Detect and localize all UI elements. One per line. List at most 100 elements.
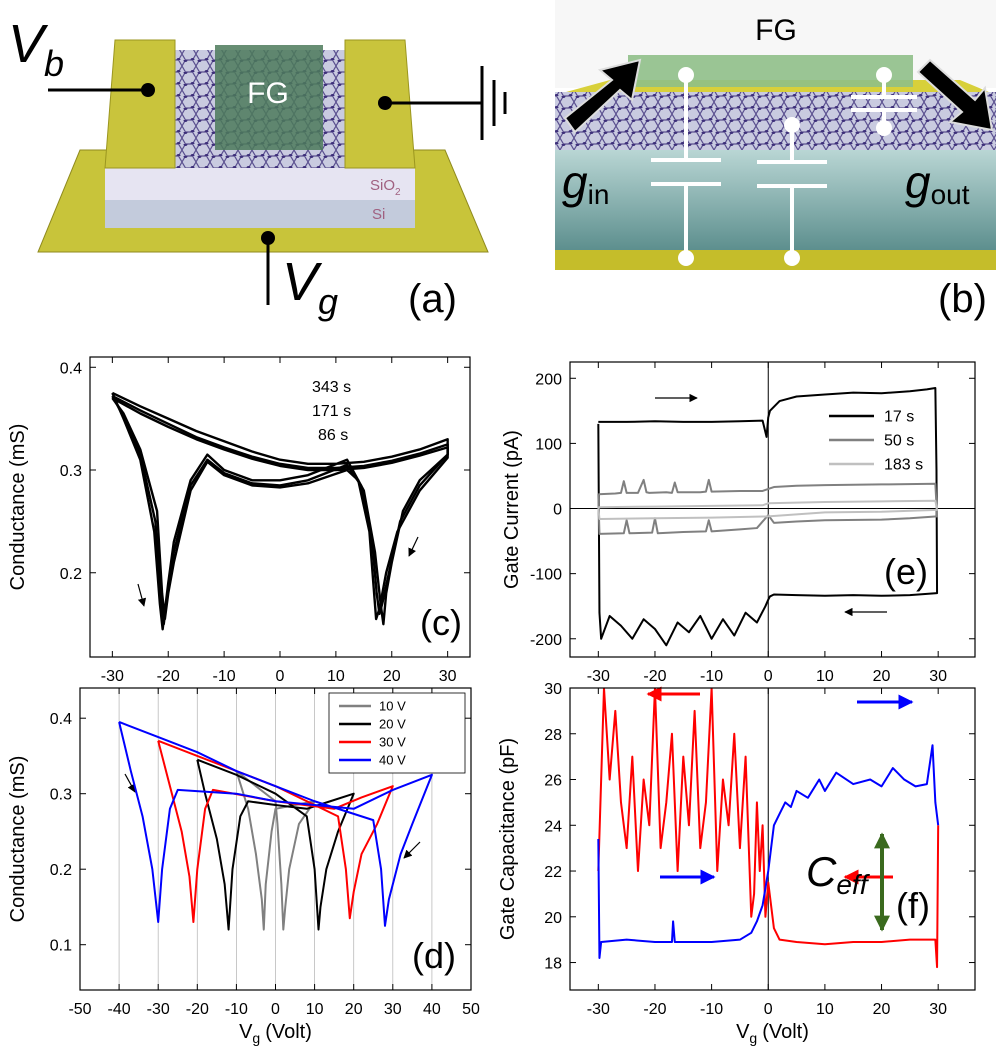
bias-label: Vb: [8, 14, 64, 84]
y-tick-label: 0.2: [60, 566, 82, 583]
y-tick-label: 0.1: [50, 938, 72, 955]
x-tick-label: 10: [816, 668, 834, 685]
x-tick-label: -50: [68, 1001, 91, 1018]
series-line: [111, 397, 449, 621]
oxide-text: SiO: [370, 177, 395, 194]
x-tick-label: 30: [439, 668, 457, 685]
annotation: 171 s: [312, 403, 351, 420]
x-tick-label: 0: [764, 668, 773, 685]
capacitor-schematic: FG gin gout (b): [555, 0, 996, 321]
x-axis-title-sub: g: [252, 1030, 260, 1046]
x-tick-label: -10: [213, 668, 236, 685]
y-tick-label: 26: [544, 773, 562, 790]
color-arrows: [646, 686, 914, 932]
chart: -30 -20 -10 0 10 20 30 0.2 0.3 0.4 Conductance (mS…: [7, 356, 471, 685]
out-arrow: [916, 58, 994, 132]
oxide-layer: [105, 168, 415, 200]
legend-label: 20 V: [379, 717, 406, 732]
series-line: [118, 721, 433, 927]
y-tick-label: 0.3: [50, 787, 72, 804]
y-axis-title: Gate Capacitance (pF): [497, 738, 519, 940]
annotation: 343 s: [312, 379, 351, 396]
series-line: [597, 387, 939, 647]
plot-frame: [569, 361, 976, 658]
g-in-sub: in: [588, 179, 610, 210]
x-axis-title-text: V: [239, 1021, 253, 1043]
oxide-sub: 2: [395, 187, 401, 198]
x-axis-title: Vg (Volt): [239, 1021, 312, 1046]
y-tick-label: 30: [544, 681, 562, 698]
series-line: [597, 744, 940, 959]
floating-gate: [628, 55, 913, 87]
gate-text: V: [282, 252, 323, 312]
x-tick-label: -30: [587, 1001, 610, 1018]
legend-label: 17 s: [884, 409, 914, 426]
legend-label: 40 V: [379, 753, 406, 768]
x-axis-title-sub: g: [749, 1030, 757, 1046]
x-tick-label: 10: [816, 1001, 834, 1018]
x-tick-label: 30: [384, 1001, 402, 1018]
x-tick-label: 50: [462, 1001, 480, 1018]
x-tick-label: 20: [873, 1001, 891, 1018]
series-line: [597, 499, 939, 520]
sweep-arrows: [124, 393, 887, 859]
y-axis-title: Conductance (mS): [7, 756, 29, 923]
x-axis-title-unit: (Volt): [762, 1021, 809, 1043]
x-tick-label: -30: [147, 1001, 170, 1018]
in-arrow: [563, 58, 642, 134]
panel-label: (e): [884, 551, 928, 592]
g-out-sub: out: [931, 179, 970, 210]
g-out-text: g: [905, 156, 931, 208]
contact-dot: [141, 83, 155, 97]
plot-frame: [569, 687, 976, 991]
x-tick-label: -40: [108, 1001, 131, 1018]
plot-frame: [79, 687, 472, 991]
x-tick-label: 20: [345, 1001, 363, 1018]
g-in-text: g: [562, 156, 588, 208]
y-axis-title: Conductance (mS): [7, 424, 29, 591]
y-tick-label: 0.4: [60, 360, 82, 377]
annotation: 86 s: [318, 427, 348, 444]
x-tick-label: -20: [643, 1001, 666, 1018]
x-tick-label: 30: [929, 668, 947, 685]
panel-label: (b): [938, 277, 987, 321]
y-tick-label: 0.4: [50, 711, 72, 728]
x-tick-label: 0: [764, 1001, 773, 1018]
x-tick-label: 0: [276, 668, 285, 685]
y-tick-label: 24: [544, 818, 562, 835]
x-tick-label: -30: [587, 668, 610, 685]
x-tick-label: -20: [157, 668, 180, 685]
gate-label: Vg: [282, 252, 338, 322]
x-tick-label: 30: [929, 1001, 947, 1018]
x-tick-label: -10: [700, 668, 723, 685]
g-out-label: gout: [905, 156, 970, 210]
x-tick-label: 0: [271, 1001, 280, 1018]
panel-label: (c): [420, 602, 462, 643]
x-tick-label: -10: [700, 1001, 723, 1018]
gate-sub: g: [318, 281, 338, 322]
graphene: [555, 92, 996, 150]
series-line: [597, 688, 940, 969]
y-tick-label: -100: [530, 567, 562, 584]
ceff-text: C: [806, 848, 837, 895]
ceff-sub: eff: [836, 869, 870, 900]
series-line: [157, 739, 394, 924]
g-in-label: gin: [562, 156, 609, 210]
x-tick-label: -30: [101, 668, 124, 685]
y-tick-label: 100: [535, 436, 562, 453]
y-tick-label: 20: [544, 910, 562, 927]
oxide: [555, 150, 996, 250]
x-tick-label: 10: [327, 668, 345, 685]
oxide-label: SiO2: [370, 177, 401, 198]
x-tick-label: -10: [225, 1001, 248, 1018]
x-axis-title-text: V: [736, 1021, 750, 1043]
x-tick-label: 10: [306, 1001, 324, 1018]
x-axis-title: Vg (Volt): [736, 1021, 809, 1046]
panel-label: (a): [408, 277, 457, 321]
x-tick-label: 20: [873, 668, 891, 685]
panel-label: (f): [896, 885, 930, 926]
floating-gate: [215, 45, 323, 150]
y-axis-title: Gate Current (pA): [501, 430, 523, 589]
